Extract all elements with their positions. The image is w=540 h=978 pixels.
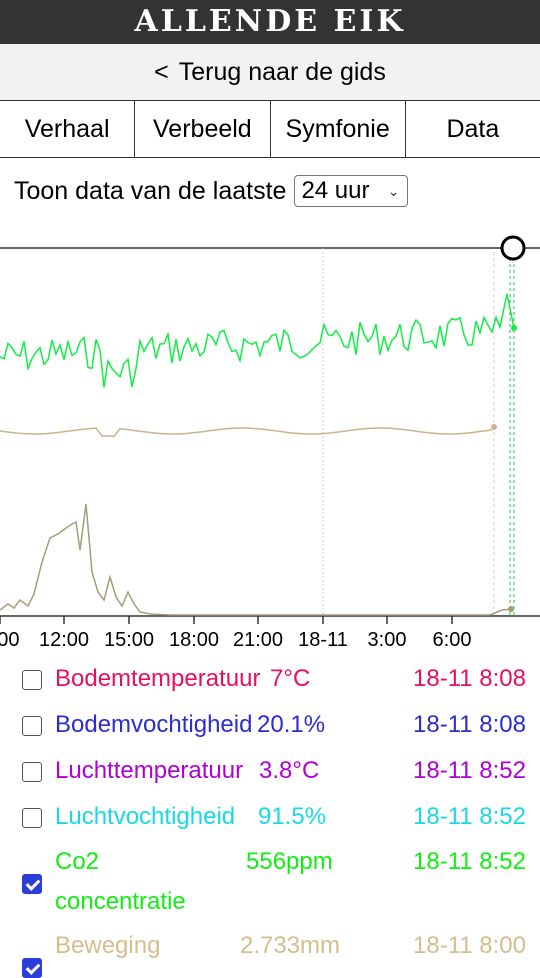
series-line-co2 — [0, 293, 515, 388]
checkbox-luchttemperatuur[interactable] — [22, 762, 42, 782]
checkbox-beweging[interactable] — [22, 958, 42, 978]
legend-row-co2: Co2 concentratie 556ppm 18-11 8:52 — [0, 844, 540, 924]
timeline-handle[interactable] — [500, 235, 526, 261]
x-tick-label: 21:00 — [233, 629, 283, 651]
back-label: Terug naar de gids — [178, 57, 386, 86]
legend-value: 7°C — [270, 665, 311, 692]
app-header: ALLENDE EIK — [0, 0, 540, 44]
tab-verbeeld[interactable]: Verbeeld — [135, 101, 271, 157]
legend-value: 91.5% — [258, 803, 327, 830]
legend-value: 3.8°C — [259, 757, 320, 784]
co2-point — [511, 325, 517, 331]
series3-point — [508, 606, 514, 612]
legend-time: 18-11 8:52 — [413, 757, 526, 784]
x-tick-label: 18:00 — [169, 629, 219, 651]
tab-bar: Verhaal Verbeeld Symfonie Data — [0, 101, 540, 158]
legend-row-bodemvochtigheid: Bodemvochtigheid 20.1% 18-11 8:08 — [0, 702, 540, 746]
legend-label: Luchtvochtigheid — [55, 803, 236, 830]
beweging-point — [491, 424, 497, 430]
x-tick-label: 18-11 — [298, 629, 348, 651]
tab-verhaal[interactable]: Verhaal — [0, 101, 136, 157]
x-tick-label: 15:00 — [104, 629, 154, 651]
legend-value: 20.1% — [257, 711, 326, 738]
legend-value: 2.733mm — [240, 932, 341, 959]
time-range-filter: Toon data van de laatste 24 uur ⌄ — [14, 172, 409, 210]
checkbox-luchtvochtigheid[interactable] — [22, 808, 42, 828]
legend-value: 556ppm — [246, 848, 333, 875]
series-line-3 — [0, 503, 512, 616]
x-tick-label: 6:00 — [433, 629, 472, 651]
x-tick-label: 12:00 — [39, 629, 89, 651]
legend-label-line2: concentratie — [55, 888, 186, 915]
legend-label: Co2 — [55, 848, 100, 875]
legend-time: 18-11 8:00 — [413, 932, 526, 959]
legend-label: Bodemvochtigheid — [55, 711, 253, 738]
legend-row-bodemtemperatuur: Bodemtemperatuur 7°C 18-11 8:08 — [0, 656, 540, 700]
chevron-down-icon: ⌄ — [387, 182, 400, 199]
checkbox-bodemtemperatuur[interactable] — [22, 670, 42, 690]
x-tick-label: 9:00 — [0, 629, 19, 651]
legend-time: 18-11 8:08 — [413, 711, 526, 738]
checkbox-bodemvochtigheid[interactable] — [22, 716, 42, 736]
checkbox-co2[interactable] — [22, 874, 42, 894]
app-logo: ALLENDE EIK — [134, 4, 406, 39]
tab-data[interactable]: Data — [446, 114, 500, 143]
back-to-guide-link[interactable]: < Terug naar de gids — [0, 44, 540, 101]
series-line-beweging — [0, 427, 493, 438]
chevron-left-icon: < — [154, 57, 169, 86]
legend-label: Beweging — [55, 932, 161, 959]
x-tick-label: 3:00 — [368, 629, 407, 651]
tab-symfonie[interactable]: Symfonie — [271, 101, 406, 157]
time-range-select[interactable]: 24 uur ⌄ — [294, 175, 409, 207]
sensor-chart: 9:00 12:00 15:00 18:00 21:00 18-11 3:00 6:00 — [0, 235, 540, 651]
legend-row-beweging: Beweging 2.733mm 18-11 8:00 — [0, 928, 540, 978]
legend-time: 18-11 8:08 — [413, 665, 526, 692]
legend-time: 18-11 8:52 — [413, 803, 526, 830]
filter-label: Toon data van de laatste — [14, 176, 287, 205]
legend-label: Bodemtemperatuur — [55, 665, 261, 692]
legend-time: 18-11 8:52 — [413, 848, 526, 875]
legend-label: Luchttemperatuur — [55, 757, 244, 784]
time-range-value: 24 uur — [301, 177, 370, 204]
legend-row-luchttemperatuur: Luchttemperatuur 3.8°C 18-11 8:52 — [0, 748, 540, 792]
legend-row-luchtvochtigheid: Luchtvochtigheid 91.5% 18-11 8:52 — [0, 794, 540, 838]
